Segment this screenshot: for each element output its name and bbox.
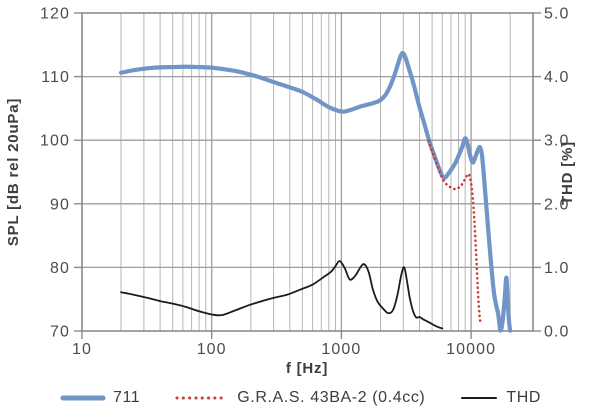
legend-item-thd: THD: [459, 389, 541, 407]
y-left-tick-label: 120: [40, 6, 70, 23]
legend-item-g-r-a-s-43ba-2-0-4cc-: G.R.A.S. 43BA-2 (0.4cc): [174, 389, 425, 407]
series-path-711: [118, 50, 513, 333]
series-path-g-r-a-s-43ba-2-0-4cc-: [427, 139, 483, 326]
y-left-tick-label: 70: [50, 324, 70, 341]
plot-border: [81, 12, 534, 332]
legend-label: G.R.A.S. 43BA-2 (0.4cc): [237, 389, 426, 406]
legend-swatch-dotted-line: [175, 396, 229, 400]
legend-swatch-thick-line: [60, 395, 106, 401]
left-axis-title: SPL [dB rel 20uPa]: [5, 97, 22, 247]
y-right-tick-label: 2.0: [544, 196, 570, 213]
right-axis-title: THD [%]: [559, 141, 576, 205]
y-left-tick-label: 100: [40, 133, 70, 150]
legend-item-711: 711: [60, 389, 140, 407]
x-tick-label: 10000: [446, 341, 496, 358]
y-right-tick-label: 5.0: [544, 6, 570, 23]
legend: 711 G.R.A.S. 43BA-2 (0.4cc) THD: [0, 385, 601, 411]
legend-label: THD: [506, 389, 542, 406]
x-tick-label: 10: [72, 341, 92, 358]
y-left-tick-label: 90: [50, 196, 70, 213]
y-right-tick-label: 1.0: [544, 260, 570, 277]
x-tick-label: 1000: [321, 341, 361, 358]
x-tick-label: 100: [197, 341, 227, 358]
y-left-tick-label: 80: [50, 260, 70, 277]
series-path-thd: [120, 260, 444, 330]
y-right-tick-label: 3.0: [544, 133, 570, 150]
legend-label: 711: [112, 389, 141, 406]
y-left-tick-label: 110: [41, 69, 70, 86]
x-axis-title: f [Hz]: [285, 360, 329, 377]
legend-swatch-thin-line: [461, 397, 498, 399]
y-right-tick-label: 0.0: [544, 324, 570, 341]
y-right-tick-label: 4.0: [544, 69, 570, 86]
